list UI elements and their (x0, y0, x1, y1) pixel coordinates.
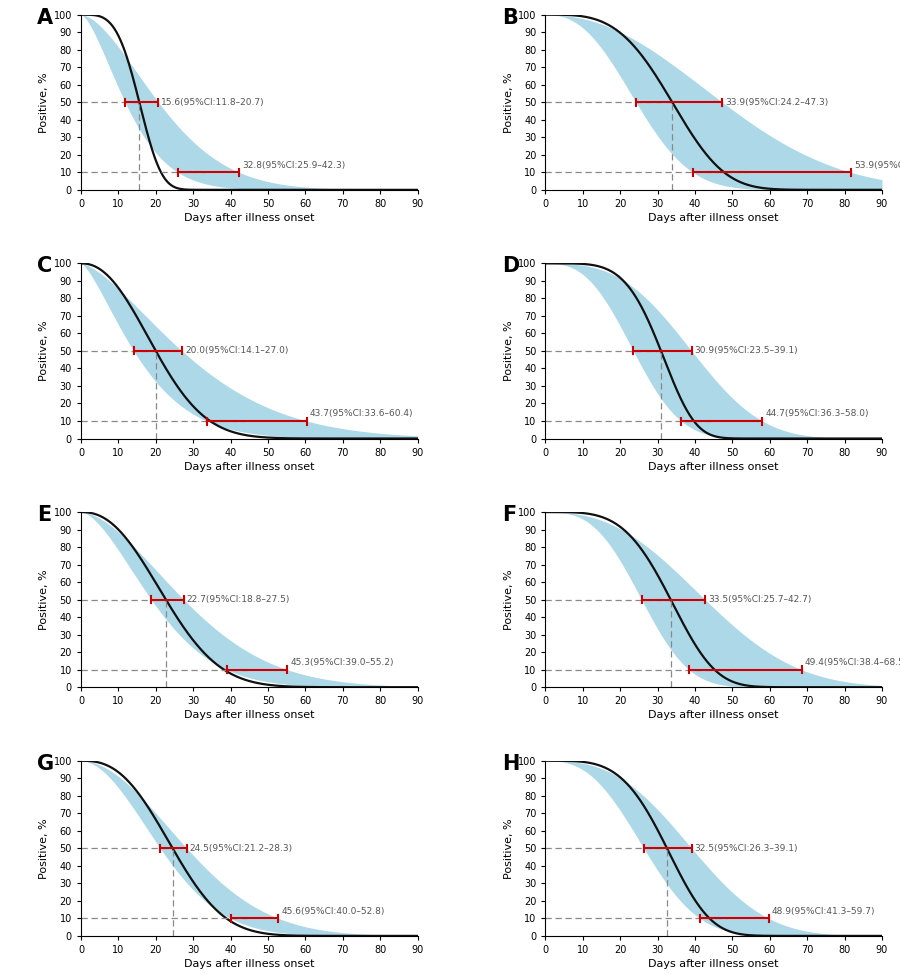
Text: B: B (501, 8, 518, 27)
Text: C: C (37, 257, 52, 276)
Y-axis label: Positive, %: Positive, % (504, 818, 514, 879)
Y-axis label: Positive, %: Positive, % (504, 569, 514, 630)
Text: 45.6(95%CI:40.0–52.8): 45.6(95%CI:40.0–52.8) (282, 906, 385, 915)
Text: 30.9(95%CI:23.5–39.1): 30.9(95%CI:23.5–39.1) (695, 347, 798, 356)
X-axis label: Days after illness onset: Days after illness onset (184, 959, 314, 969)
X-axis label: Days after illness onset: Days after illness onset (649, 462, 779, 471)
Text: H: H (501, 754, 519, 774)
Text: 20.0(95%CI:14.1–27.0): 20.0(95%CI:14.1–27.0) (185, 347, 288, 356)
Y-axis label: Positive, %: Positive, % (40, 818, 50, 879)
Y-axis label: Positive, %: Positive, % (40, 569, 50, 630)
Y-axis label: Positive, %: Positive, % (504, 72, 514, 132)
Text: 44.7(95%CI:36.3–58.0): 44.7(95%CI:36.3–58.0) (765, 410, 868, 418)
Text: 53.9(95%CI:39.4–81.7): 53.9(95%CI:39.4–81.7) (854, 161, 900, 170)
Text: E: E (37, 505, 51, 525)
Text: 33.9(95%CI:24.2–47.3): 33.9(95%CI:24.2–47.3) (725, 98, 829, 107)
Text: 22.7(95%CI:18.8–27.5): 22.7(95%CI:18.8–27.5) (187, 595, 290, 604)
X-axis label: Days after illness onset: Days after illness onset (184, 462, 314, 471)
Text: 32.8(95%CI:25.9–42.3): 32.8(95%CI:25.9–42.3) (242, 161, 346, 170)
Text: F: F (501, 505, 516, 525)
Text: G: G (37, 754, 54, 774)
X-axis label: Days after illness onset: Days after illness onset (184, 710, 314, 720)
Y-axis label: Positive, %: Positive, % (504, 320, 514, 381)
Text: 49.4(95%CI:38.4–68.5): 49.4(95%CI:38.4–68.5) (805, 659, 900, 667)
Text: 33.5(95%CI:25.7–42.7): 33.5(95%CI:25.7–42.7) (708, 595, 812, 604)
X-axis label: Days after illness onset: Days after illness onset (649, 213, 779, 223)
Text: 45.3(95%CI:39.0–55.2): 45.3(95%CI:39.0–55.2) (291, 659, 394, 667)
Text: 48.9(95%CI:41.3–59.7): 48.9(95%CI:41.3–59.7) (771, 906, 875, 915)
Y-axis label: Positive, %: Positive, % (40, 320, 50, 381)
Text: 43.7(95%CI:33.6–60.4): 43.7(95%CI:33.6–60.4) (310, 410, 413, 418)
Text: 24.5(95%CI:21.2–28.3): 24.5(95%CI:21.2–28.3) (190, 844, 292, 853)
Text: 32.5(95%CI:26.3–39.1): 32.5(95%CI:26.3–39.1) (695, 844, 798, 853)
Y-axis label: Positive, %: Positive, % (40, 72, 50, 132)
X-axis label: Days after illness onset: Days after illness onset (649, 959, 779, 969)
X-axis label: Days after illness onset: Days after illness onset (184, 213, 314, 223)
Text: D: D (501, 257, 519, 276)
X-axis label: Days after illness onset: Days after illness onset (649, 710, 779, 720)
Text: 15.6(95%CI:11.8–20.7): 15.6(95%CI:11.8–20.7) (161, 98, 265, 107)
Text: A: A (37, 8, 53, 27)
